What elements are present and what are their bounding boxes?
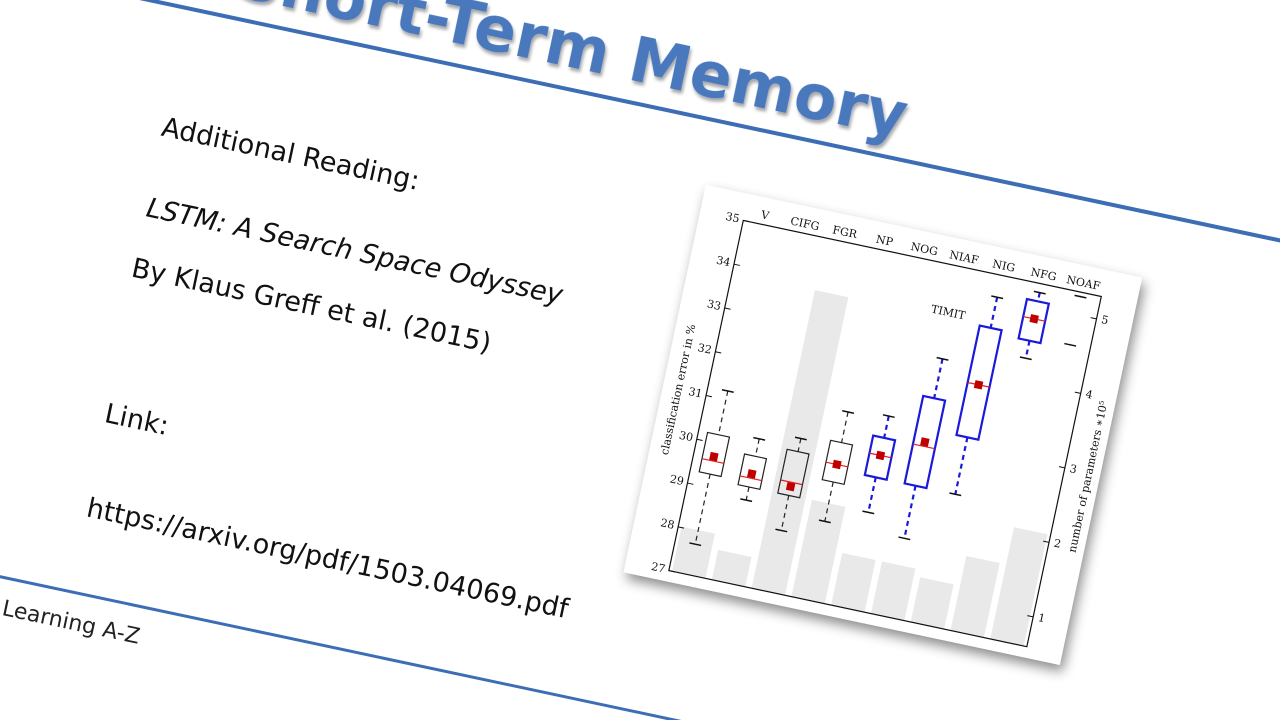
- x-tick-label: NP: [875, 233, 895, 249]
- whisker-cap: [1074, 294, 1087, 299]
- parameter-bar: [870, 561, 916, 621]
- y-tick: [687, 482, 694, 485]
- y-tick: [715, 351, 722, 354]
- mean-marker: [709, 451, 719, 462]
- box: [737, 453, 768, 491]
- y2-tick: [1027, 615, 1034, 618]
- upper-whisker: [754, 438, 760, 457]
- x-tick-label: CIFG: [789, 214, 820, 233]
- whisker-cap: [775, 528, 788, 533]
- y2-tick: [1043, 540, 1050, 543]
- whisker-cap: [753, 436, 766, 441]
- y2-tick-label: 3: [1068, 462, 1078, 476]
- x-tick-label: NFG: [1029, 265, 1057, 283]
- x-tick-label: V: [759, 208, 771, 223]
- y2-tick: [1058, 466, 1065, 469]
- parameter-bar: [672, 526, 715, 579]
- y-tick: [724, 307, 731, 310]
- box: [698, 431, 731, 478]
- box: [955, 324, 1003, 441]
- y2-tick: [1074, 391, 1081, 394]
- y-tick-label: 33: [706, 297, 722, 313]
- y-tick-label: 35: [724, 210, 740, 226]
- x-tick-label: FGR: [831, 223, 859, 241]
- y-tick-label: 34: [715, 254, 731, 270]
- whisker-cap: [862, 510, 875, 515]
- upper-whisker: [797, 438, 802, 452]
- y-tick: [743, 219, 750, 223]
- upper-whisker: [883, 415, 890, 439]
- box: [821, 439, 854, 486]
- median: [701, 458, 724, 464]
- y-tick: [696, 438, 703, 442]
- mean-marker: [875, 450, 886, 461]
- box: [777, 448, 810, 499]
- whisker-cap: [991, 295, 1004, 300]
- lower-whisker: [745, 486, 750, 501]
- y-tick-label: 28: [659, 516, 675, 532]
- y2-tick-label: 2: [1053, 537, 1063, 551]
- whisker-cap: [794, 436, 807, 441]
- y-tick-label: 29: [669, 472, 685, 488]
- y-tick: [668, 570, 675, 573]
- lower-whisker: [780, 495, 790, 531]
- whisker-cap: [1064, 342, 1077, 347]
- footer-rule: [0, 500, 1280, 720]
- x-tick-label: NOG: [909, 240, 939, 258]
- title-rule: [0, 0, 1280, 318]
- mean-marker: [1029, 314, 1039, 324]
- whisker-cap: [949, 492, 962, 497]
- whisker-cap: [1019, 356, 1032, 361]
- x-tick-label: NIG: [991, 257, 1016, 274]
- parameter-bar: [711, 549, 752, 587]
- median: [912, 443, 935, 450]
- y2-tick-label: 4: [1084, 388, 1094, 402]
- whisker-cap: [740, 498, 753, 503]
- parameter-bar: [910, 577, 954, 630]
- y-tick-label: 32: [697, 341, 713, 357]
- y-tick-label: 31: [687, 385, 703, 401]
- y-tick-label: 30: [678, 429, 694, 445]
- upper-whisker: [717, 390, 729, 435]
- parameter-bar: [990, 527, 1048, 647]
- y2-tick: [1090, 317, 1097, 320]
- box: [1017, 297, 1051, 345]
- lower-whisker: [867, 477, 877, 513]
- parameter-bar: [791, 499, 846, 604]
- whisker-cap: [1033, 290, 1046, 295]
- whisker-cap: [721, 389, 734, 393]
- lower-whisker: [694, 474, 711, 545]
- mean-marker: [920, 437, 930, 447]
- upper-whisker: [933, 358, 944, 399]
- y-tick: [733, 263, 740, 266]
- lower-whisker: [954, 437, 969, 495]
- y-tick-label: 27: [650, 560, 666, 576]
- parameter-bar: [831, 552, 876, 613]
- mean-marker: [785, 481, 796, 492]
- y2-tick-label: 1: [1037, 611, 1047, 625]
- mean-marker: [973, 380, 984, 390]
- whisker-cap: [689, 542, 702, 547]
- whisker-cap: [818, 519, 831, 524]
- whisker-cap: [898, 536, 911, 541]
- box: [903, 394, 947, 490]
- lower-whisker: [1024, 340, 1031, 359]
- y-tick: [705, 395, 713, 398]
- mean-marker: [747, 469, 757, 479]
- x-tick-label: NIAF: [948, 248, 980, 267]
- box: [863, 434, 897, 481]
- whisker-cap: [936, 356, 949, 361]
- whisker-cap: [882, 414, 895, 419]
- parameter-bar: [950, 555, 1000, 638]
- mean-marker: [832, 459, 842, 470]
- upper-whisker: [1036, 292, 1041, 302]
- median: [780, 479, 803, 486]
- y-tick: [678, 526, 685, 529]
- y2-tick-label: 5: [1100, 313, 1110, 327]
- lower-whisker: [824, 481, 834, 522]
- whisker-cap: [842, 409, 855, 414]
- median: [739, 475, 762, 482]
